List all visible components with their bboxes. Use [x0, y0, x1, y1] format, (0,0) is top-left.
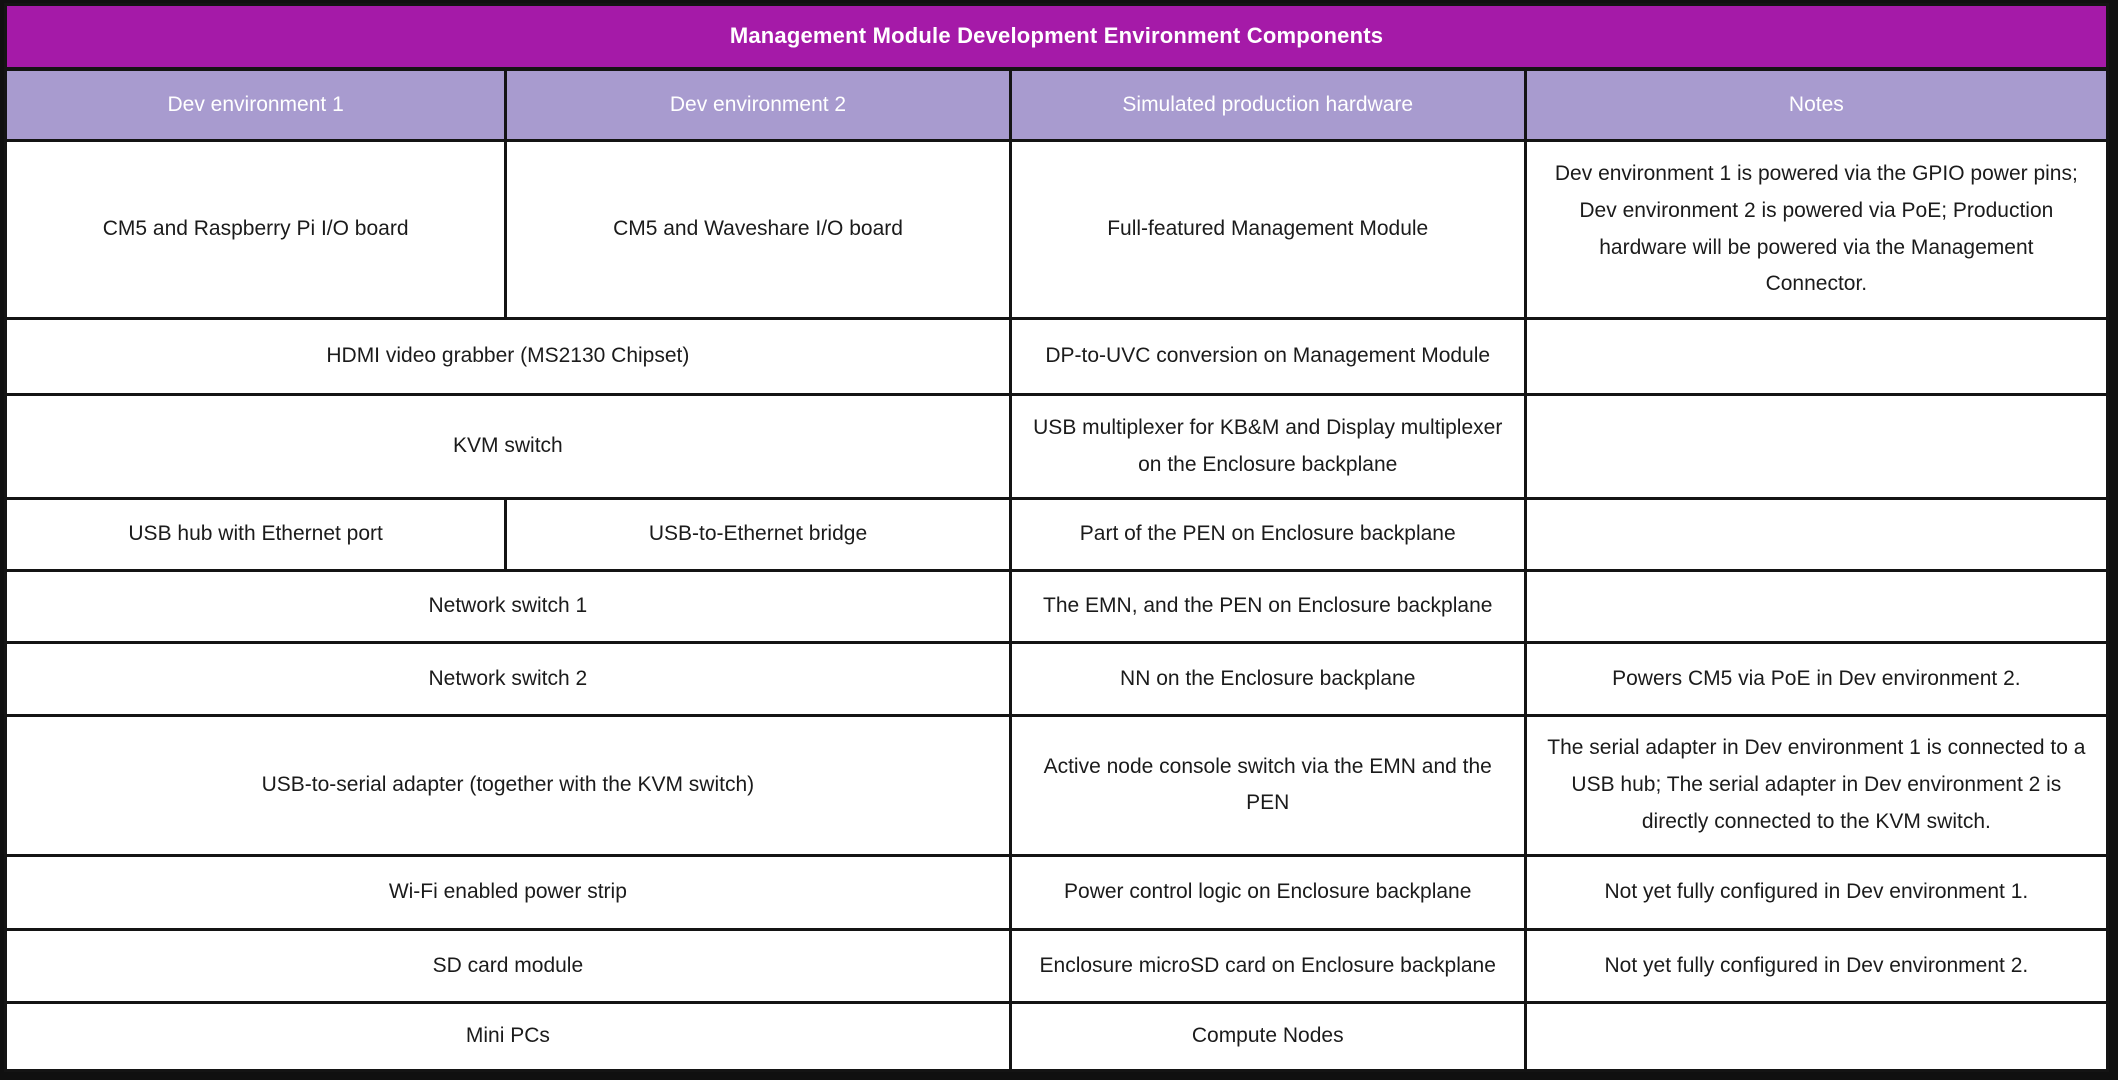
column-header-simulated-production-hardware: Simulated production hardware: [1008, 67, 1527, 143]
cell-dev-network-switch-2: Network switch 2: [4, 641, 1012, 717]
cell-dev-network-switch-1: Network switch 1: [4, 568, 1012, 645]
cell-notes-empty: [1523, 496, 2110, 573]
cell-notes-poe: Powers CM5 via PoE in Dev environment 2.: [1523, 641, 2110, 717]
cell-notes-empty: [1523, 316, 2110, 397]
cell-dev-wifi-power-strip: Wi-Fi enabled power strip: [4, 854, 1012, 932]
cell-notes-not-configured-1: Not yet fully configured in Dev environm…: [1523, 854, 2110, 932]
table-row-power-strip: Wi-Fi enabled power strip Power control …: [4, 854, 2110, 932]
table-row-kvm-switch: KVM switch USB multiplexer for KB&M and …: [4, 393, 2110, 500]
cell-dev-usb-serial-adapter: USB-to-serial adapter (together with the…: [4, 713, 1012, 858]
cell-sim-dp-to-uvc: DP-to-UVC conversion on Management Modul…: [1008, 316, 1527, 397]
components-table: Management Module Development Environmen…: [3, 2, 2110, 1073]
cell-notes-empty: [1523, 1000, 2110, 1073]
cell-sim-pen-part: Part of the PEN on Enclosure backplane: [1008, 496, 1527, 573]
cell-sim-compute-nodes: Compute Nodes: [1008, 1000, 1527, 1073]
column-header-dev-environment-1: Dev environment 1: [3, 67, 508, 143]
cell-dev2-cm5-waveshare: CM5 and Waveshare I/O board: [504, 139, 1012, 320]
cell-dev1-usb-hub: USB hub with Ethernet port: [3, 496, 508, 573]
cell-sim-usb-multiplexer: USB multiplexer for KB&M and Display mul…: [1008, 393, 1527, 500]
table-row-cm5: CM5 and Raspberry Pi I/O board CM5 and W…: [3, 139, 2110, 320]
cell-dev-kvm-switch: KVM switch: [4, 393, 1012, 500]
cell-dev-mini-pcs: Mini PCs: [4, 1000, 1012, 1073]
cell-sim-microsd: Enclosure microSD card on Enclosure back…: [1008, 928, 1527, 1004]
cell-sim-nn: NN on the Enclosure backplane: [1008, 641, 1527, 717]
cell-sim-console-switch: Active node console switch via the EMN a…: [1008, 713, 1527, 858]
table-row-usb-serial-adapter: USB-to-serial adapter (together with the…: [4, 713, 2110, 858]
column-header-dev-environment-2: Dev environment 2: [504, 67, 1012, 143]
cell-sim-power-control: Power control logic on Enclosure backpla…: [1008, 854, 1527, 932]
table-row-network-switch-1: Network switch 1 The EMN, and the PEN on…: [4, 568, 2110, 645]
cell-dev1-cm5-raspberry: CM5 and Raspberry Pi I/O board: [3, 139, 508, 320]
cell-notes-empty: [1523, 393, 2110, 500]
table-row-network-switch-2: Network switch 2 NN on the Enclosure bac…: [4, 641, 2110, 717]
header-row: Dev environment 1 Dev environment 2 Simu…: [3, 67, 2110, 143]
cell-notes-power: Dev environment 1 is powered via the GPI…: [1523, 139, 2110, 320]
table-row-hdmi-grabber: HDMI video grabber (MS2130 Chipset) DP-t…: [4, 316, 2110, 397]
cell-dev2-usb-ethernet-bridge: USB-to-Ethernet bridge: [504, 496, 1012, 573]
cell-notes-not-configured-2: Not yet fully configured in Dev environm…: [1523, 928, 2110, 1004]
title-row: Management Module Development Environmen…: [4, 2, 2109, 71]
column-header-notes: Notes: [1523, 67, 2110, 143]
cell-dev-hdmi-grabber: HDMI video grabber (MS2130 Chipset): [4, 316, 1012, 397]
cell-notes-empty: [1523, 568, 2110, 645]
table-title: Management Module Development Environmen…: [4, 2, 2109, 71]
cell-sim-emn-pen: The EMN, and the PEN on Enclosure backpl…: [1008, 568, 1527, 645]
table-row-usb-hub: USB hub with Ethernet port USB-to-Ethern…: [3, 496, 2110, 573]
table-row-mini-pcs: Mini PCs Compute Nodes: [4, 1000, 2110, 1073]
cell-dev-sd-card-module: SD card module: [4, 928, 1012, 1004]
table-row-sd-card-module: SD card module Enclosure microSD card on…: [4, 928, 2110, 1004]
cell-notes-serial-adapter: The serial adapter in Dev environment 1 …: [1523, 713, 2110, 858]
cell-sim-management-module: Full-featured Management Module: [1008, 139, 1527, 320]
